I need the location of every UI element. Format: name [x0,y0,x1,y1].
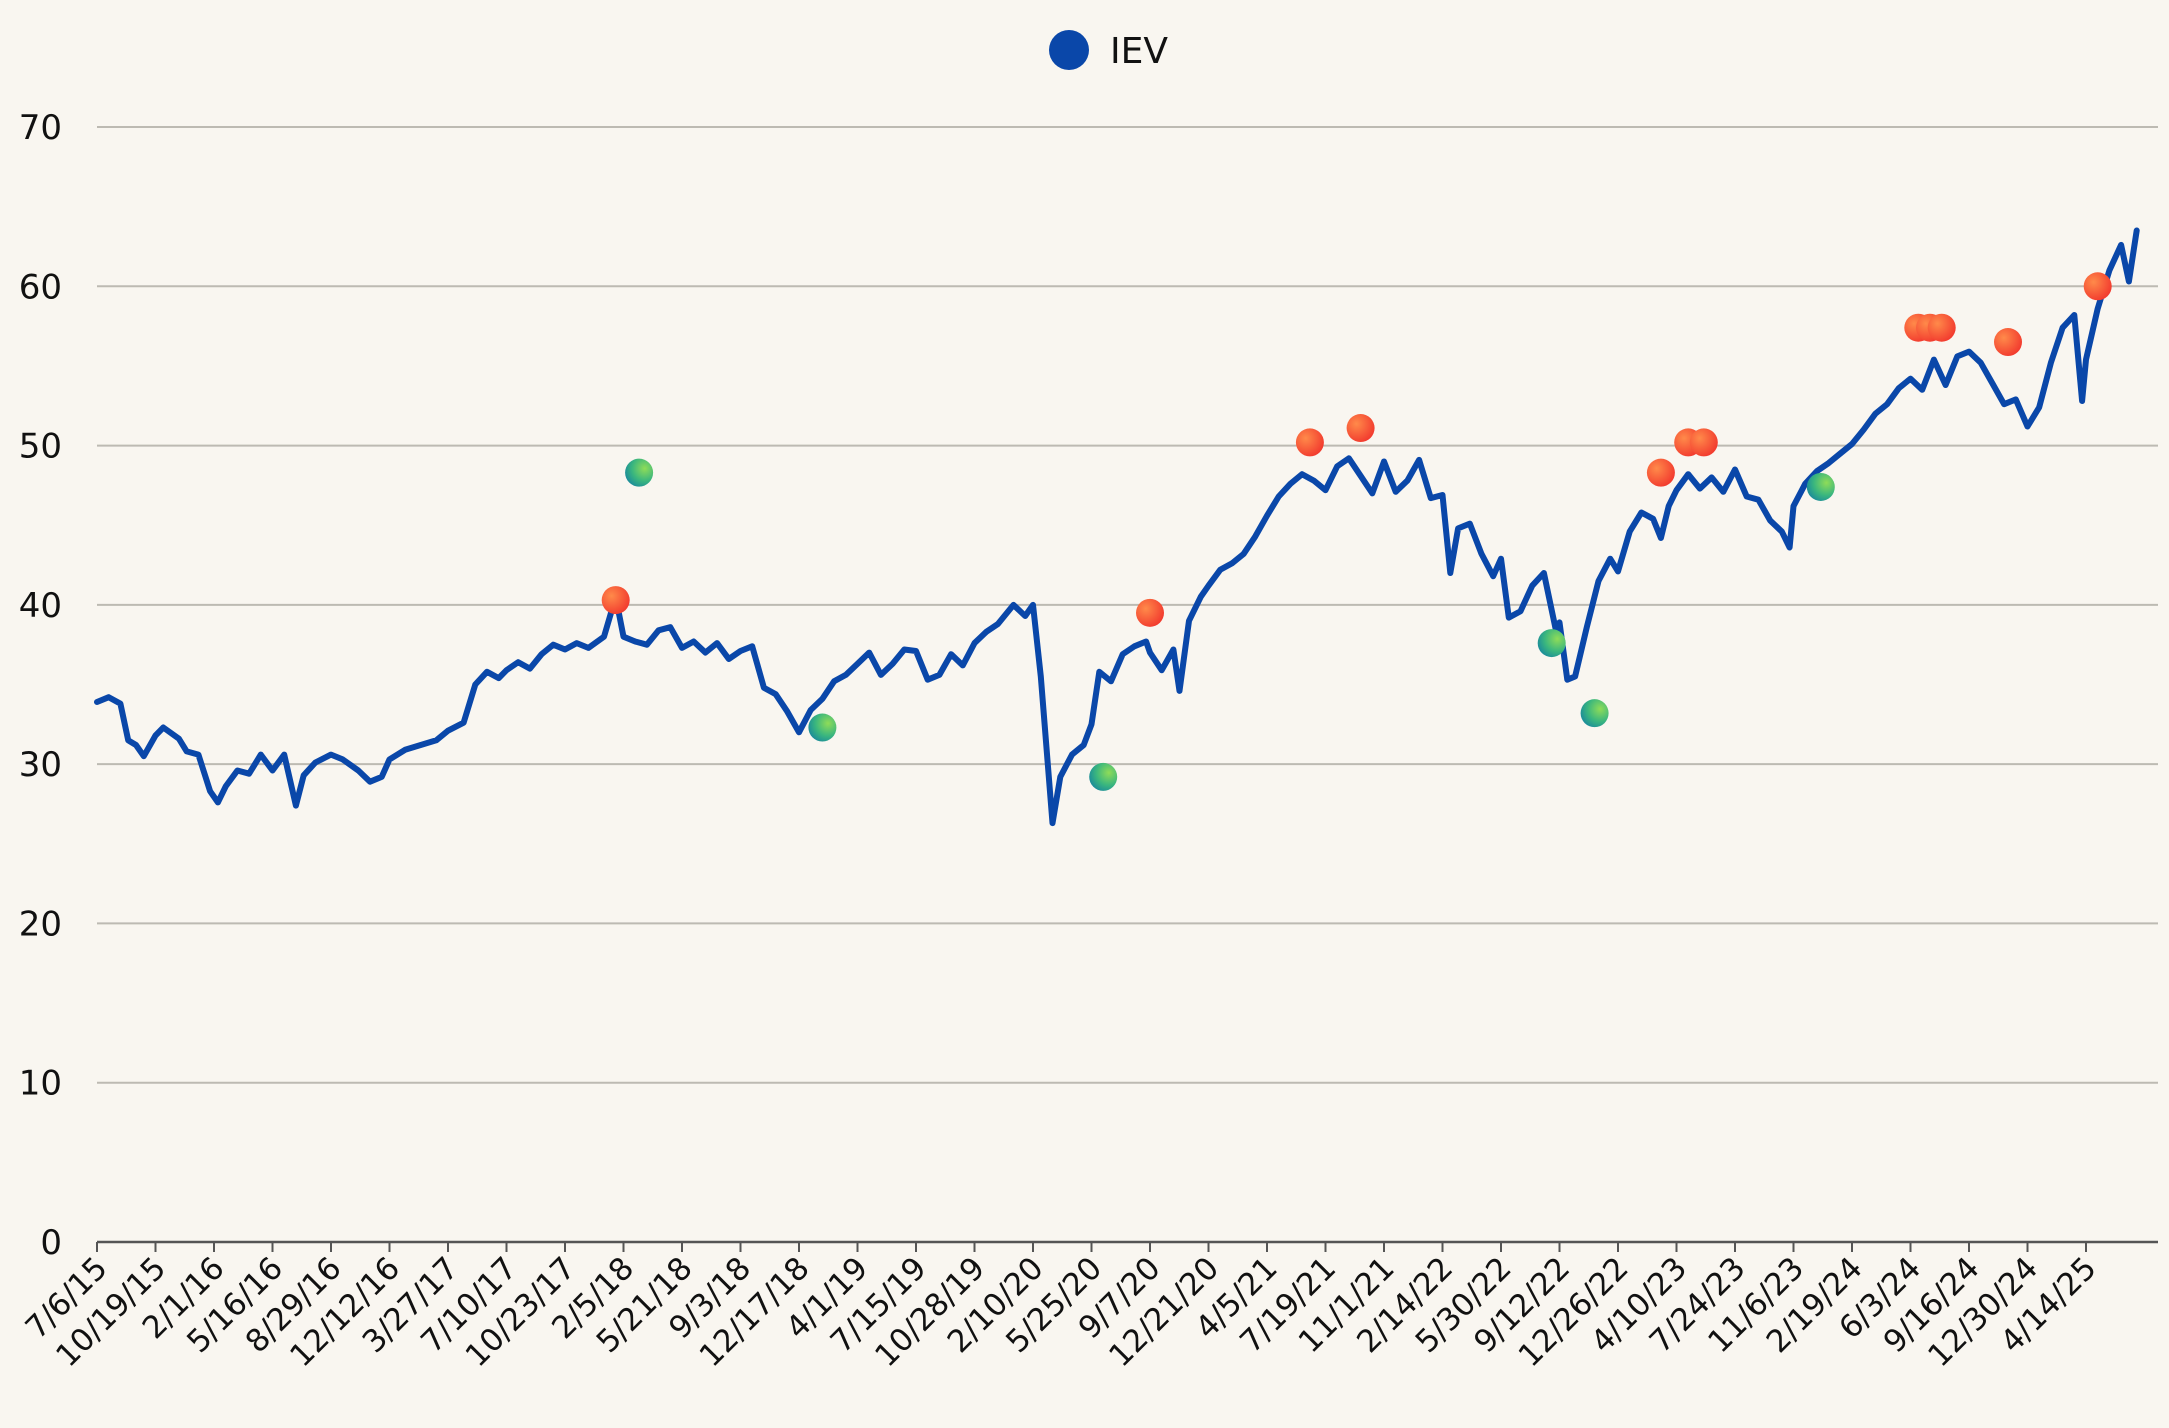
sell-signal-marker [601,586,630,615]
sell-signal-marker [1136,598,1164,627]
y-tick-label: 70 [19,108,62,148]
sell-signal-marker [1689,428,1718,457]
sell-signal-marker [1646,458,1675,487]
y-tick-label: 50 [19,427,62,467]
sell-signal-marker [1927,313,1956,342]
buy-signal-marker [808,713,837,742]
series-lines [94,227,2140,827]
buy-signal-marker [625,458,654,487]
sell-signal-marker [2083,272,2112,301]
sell-signal-marker [1295,428,1324,457]
buy-signal-marker [1537,629,1566,658]
signal-markers [601,272,2112,791]
series-line-iev [94,227,2140,827]
y-tick-label: 40 [19,586,62,626]
gridlines [97,126,2158,1244]
legend: IEV [1049,30,1168,72]
x-axis-ticks: 7/6/1510/19/152/1/165/16/168/29/1612/12/… [19,1242,2104,1374]
y-tick-label: 30 [19,745,62,785]
y-tick-label: 60 [19,267,62,307]
y-tick-label: 20 [19,904,62,944]
y-tick-label: 0 [40,1223,62,1263]
legend-label-iev: IEV [1110,31,1168,72]
sell-signal-marker [1994,328,2022,357]
buy-signal-marker [1806,472,1835,501]
y-axis-ticks: 0 10 20 30 40 50 60 70 [19,108,62,1263]
buy-signal-marker [1089,762,1118,791]
legend-swatch-iev [1049,30,1089,70]
sell-signal-marker [1346,414,1375,443]
buy-signal-marker [1580,699,1609,728]
y-tick-label: 10 [19,1064,62,1104]
